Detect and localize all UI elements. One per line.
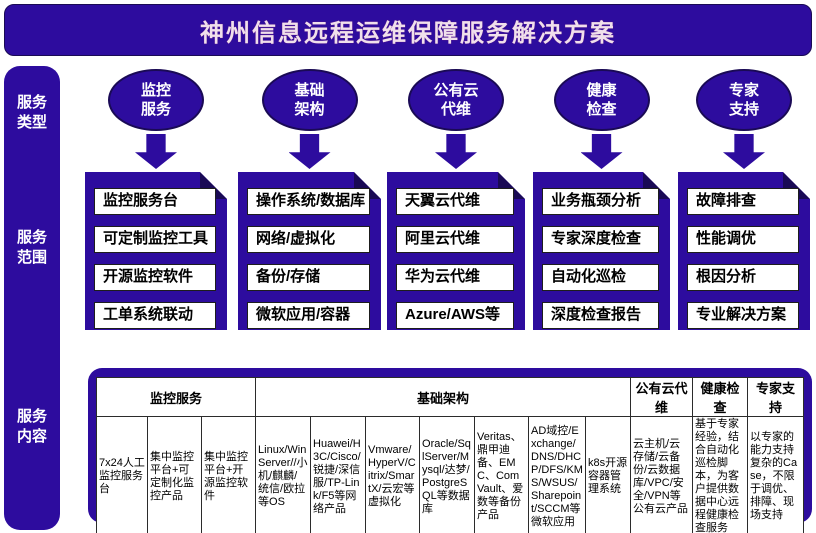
service-content-panel: 监控服务 基础架构 公有云代维 健康检查 专家支持 7x24人工监控服务台 集中…: [88, 368, 812, 533]
content-cell: Linux/WinServer//小机/麒麟/统信/欧拉等OS: [255, 416, 312, 533]
row-label-service-scope: 服务 范围: [16, 229, 47, 266]
service-column-monitoring: 监控 服务 监控服务台 可定制监控工具 开源监控软件 工单系统联动: [85, 69, 227, 330]
service-column-public-cloud: 公有云 代维 天翼云代维 阿里云代维 华为云代维 Azure/AWS等: [387, 69, 525, 330]
down-arrow-icon: [723, 134, 765, 169]
scope-item: 阿里云代维: [396, 226, 514, 253]
header-monitoring: 监控服务: [95, 377, 257, 417]
down-arrow-icon: [288, 134, 331, 169]
service-column-health-check: 健康 检查 业务瓶颈分析 专家深度检查 自动化巡检 深度检查报告: [533, 69, 670, 330]
service-type-ellipse: 基础 架构: [261, 69, 358, 131]
scope-item: 工单系统联动: [94, 302, 216, 329]
scope-item: 业务瓶颈分析: [542, 188, 659, 215]
scope-panel: 业务瓶颈分析 专家深度检查 自动化巡检 深度检查报告: [533, 172, 670, 330]
down-arrow-icon: [435, 134, 477, 169]
title-banner: 神州信息远程运维保障服务解决方案: [4, 4, 812, 56]
table-header-row: 监控服务 基础架构 公有云代维 健康检查 专家支持: [95, 377, 805, 417]
scope-item: 故障排查: [687, 188, 799, 215]
header-public-cloud: 公有云代维: [630, 377, 694, 417]
scope-panel: 监控服务台 可定制监控工具 开源监控软件 工单系统联动: [85, 172, 227, 330]
scope-item: 根因分析: [687, 264, 799, 291]
scope-item: Azure/AWS等: [396, 302, 514, 329]
scope-item: 天翼云代维: [396, 188, 514, 215]
content-cell: 以专家的能力支持复杂的Case，不限于调优、排障、现场支持: [747, 416, 805, 533]
table-content-row: 7x24人工监控服务台 集中监控平台+可定制化监控产品 集中监控平台+开源监控软…: [96, 416, 805, 533]
scope-item: 深度检查报告: [542, 302, 659, 329]
row-label-service-content: 服务 内容: [16, 408, 47, 445]
scope-item: 华为云代维: [396, 264, 514, 291]
scope-item: 专业解决方案: [687, 302, 799, 329]
down-arrow-icon: [135, 134, 177, 169]
header-infrastructure: 基础架构: [255, 377, 632, 417]
content-cell: Oracle/SqlServer/Mysql/达梦/PostgreSQL等数据库: [419, 416, 476, 533]
scope-item: 备份/存储: [247, 264, 370, 291]
content-cell: Huawei/H3C/Cisco/锐捷/深信服/TP-Link/F5等网络产品: [310, 416, 367, 533]
scope-item: 性能调优: [687, 226, 799, 253]
scope-item: 监控服务台: [94, 188, 216, 215]
scope-item: 微软应用/容器: [247, 302, 370, 329]
content-cell: k8s开源容器管理系统: [585, 416, 632, 533]
row-label-service-type: 服务 类型: [16, 94, 47, 131]
content-cell: 基于专家经验，结合自动化巡检脚本，为客户提供数据中心远程健康检查服务: [692, 416, 749, 533]
scope-item: 开源监控软件: [94, 264, 216, 291]
content-cell: 集中监控平台+可定制化监控产品: [147, 416, 202, 533]
content-cell: Veritas、鼎甲迪备、EMC、ComVault、爱数等备份产品: [474, 416, 530, 533]
scope-item: 专家深度检查: [542, 226, 659, 253]
content-cell: 7x24人工监控服务台: [96, 416, 148, 533]
content-cell: Vmware/HyperV/Citrix/SmartX/云宏等虚拟化: [365, 416, 421, 533]
content-cell: AD域控/Exchange/DNS/DHCP/DFS/KMS/WSUS/Shar…: [528, 416, 587, 533]
service-type-ellipse: 专家 支持: [696, 69, 792, 131]
service-column-expert-support: 专家 支持 故障排查 性能调优 根因分析 专业解决方案: [678, 69, 810, 330]
down-arrow-icon: [580, 134, 623, 169]
scope-item: 自动化巡检: [542, 264, 659, 291]
scope-item: 操作系统/数据库: [247, 188, 370, 215]
service-content-table: 监控服务 基础架构 公有云代维 健康检查 专家支持 7x24人工监控服务台 集中…: [95, 377, 805, 533]
service-type-ellipse: 健康 检查: [553, 69, 650, 131]
service-column-infrastructure: 基础 架构 操作系统/数据库 网络/虚拟化 备份/存储 微软应用/容器: [238, 69, 381, 330]
header-expert-support: 专家支持: [747, 377, 805, 417]
scope-panel: 操作系统/数据库 网络/虚拟化 备份/存储 微软应用/容器: [238, 172, 381, 330]
content-cell: 集中监控平台+开源监控软件: [200, 416, 257, 533]
scope-panel: 天翼云代维 阿里云代维 华为云代维 Azure/AWS等: [387, 172, 525, 330]
page-title: 神州信息远程运维保障服务解决方案: [200, 19, 616, 47]
scope-item: 可定制监控工具: [94, 226, 216, 253]
service-type-ellipse: 监控 服务: [108, 69, 204, 131]
content-cell: 云主机/云存储/云备份/云数据库/VPC/安全/VPN等公有云产品: [630, 416, 694, 533]
row-label-bar: 服务 类型 服务 范围 服务 内容: [4, 66, 60, 530]
scope-panel: 故障排查 性能调优 根因分析 专业解决方案: [678, 172, 810, 330]
service-type-ellipse: 公有云 代维: [408, 69, 504, 131]
scope-item: 网络/虚拟化: [247, 226, 370, 253]
header-health-check: 健康检查: [692, 377, 749, 417]
